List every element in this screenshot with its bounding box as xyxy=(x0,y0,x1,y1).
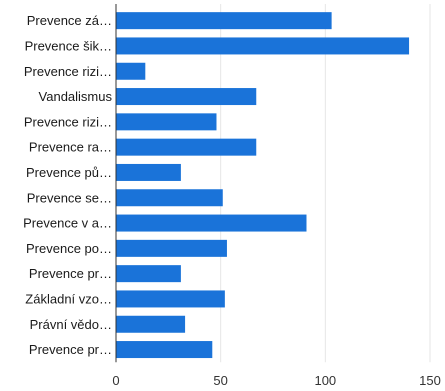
bar xyxy=(116,214,307,232)
bar xyxy=(116,315,186,333)
category-label: Prevence šik… xyxy=(25,38,112,53)
category-label: Základní vzo… xyxy=(25,291,112,306)
category-label: Prevence pů… xyxy=(26,165,112,180)
x-tick-label: 0 xyxy=(112,373,119,386)
bar xyxy=(116,113,217,131)
gridlines xyxy=(220,4,431,363)
x-tick-label: 100 xyxy=(314,373,336,386)
bar xyxy=(116,12,332,30)
bar xyxy=(116,265,181,283)
bar xyxy=(116,290,225,308)
category-label: Prevence se… xyxy=(27,190,112,205)
bar xyxy=(116,163,181,181)
category-label: Prevence pr… xyxy=(29,342,112,357)
category-label: Prevence pr… xyxy=(29,266,112,281)
category-label: Právní vědo… xyxy=(30,317,112,332)
category-label: Prevence ra… xyxy=(29,140,112,155)
bar xyxy=(116,239,227,257)
x-axis-ticks: 0 50 100 150 xyxy=(112,373,441,388)
category-label: Prevence rizi… xyxy=(24,114,112,129)
bar xyxy=(116,37,410,55)
category-label: Prevence zá… xyxy=(27,13,112,28)
category-label: Vandalismus xyxy=(39,89,113,104)
category-label: Prevence v a… xyxy=(23,216,112,231)
bar xyxy=(116,88,257,106)
bar xyxy=(116,138,257,156)
bar xyxy=(116,341,213,359)
category-label: Prevence rizi… xyxy=(24,64,112,79)
x-tick-label: 50 xyxy=(213,373,227,386)
x-tick-label: 150 xyxy=(419,373,441,386)
category-labels: Prevence zá… Prevence šik… Prevence rizi… V… xyxy=(23,13,112,357)
category-label: Prevence po… xyxy=(26,241,112,256)
bar xyxy=(116,62,146,80)
bar xyxy=(116,189,223,207)
bars xyxy=(116,12,410,359)
